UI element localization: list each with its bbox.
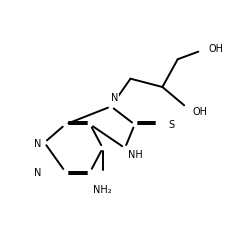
Text: N: N xyxy=(34,138,42,148)
Text: S: S xyxy=(168,120,174,130)
Text: OH: OH xyxy=(193,106,208,116)
Text: OH: OH xyxy=(208,44,223,54)
Text: N: N xyxy=(111,93,118,103)
Text: NH₂: NH₂ xyxy=(93,184,112,194)
Text: N: N xyxy=(34,167,42,177)
Text: NH: NH xyxy=(128,149,143,159)
